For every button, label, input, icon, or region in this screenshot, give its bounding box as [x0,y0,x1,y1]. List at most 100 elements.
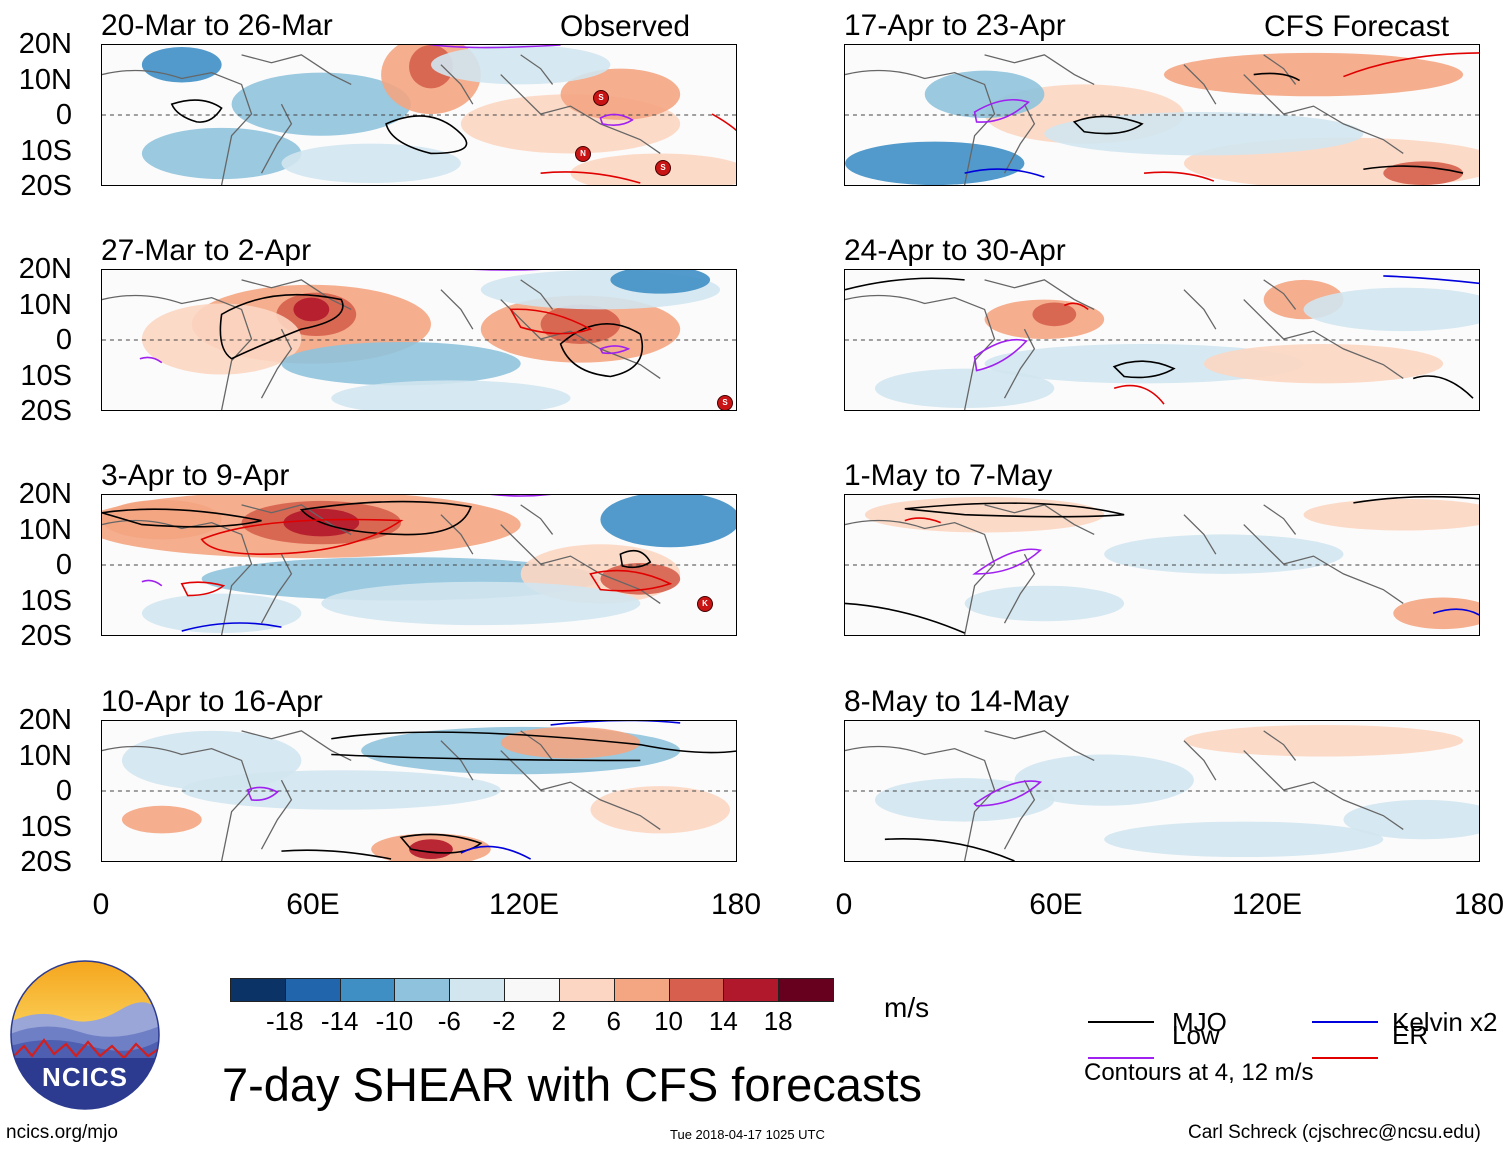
colorbar-swatch [339,978,396,1002]
colorbar-label: 18 [763,1006,793,1036]
shading-blob [141,593,302,634]
lat-label: 20S [20,846,72,878]
coastline [1003,103,1036,174]
map-field-p4 [102,721,736,861]
coastline [102,745,253,861]
tropical-cyclone-icon[interactable]: S [717,395,733,410]
contour-line [170,99,223,123]
shading-blob [331,380,571,410]
coastline [984,54,1095,86]
tropical-cyclone-icon[interactable]: K [697,596,713,612]
lat-label: 0 [55,775,72,807]
column-title-observed: Observed [560,10,691,43]
lon-label-0-left: 0 [92,888,110,921]
shading-blob [610,270,711,294]
coastline [1003,553,1036,624]
contour-line [200,518,404,555]
lat-label: 10N [18,739,72,772]
map-field-p2 [102,270,736,410]
contour-line [1113,384,1165,405]
shading-blob [1014,754,1194,806]
footer-timestamp: Tue 2018-04-17 1025 UTC [670,1127,825,1142]
colorbar-label: -6 [437,1006,461,1036]
contour-line [599,113,634,126]
contour-line [973,99,1030,123]
tropical-cyclone-icon[interactable]: S [655,160,671,176]
lat-label: 20N [18,253,72,285]
tropical-cyclone-icon[interactable]: S [593,90,609,106]
contour-line [972,548,1043,575]
shading-blob [121,805,202,834]
shading-blob [874,778,1055,822]
contour-line [904,502,1125,518]
map-panel-p6 [844,269,1480,411]
column-title-cfs-forecast: CFS Forecast [1264,10,1450,43]
lon-label-0-right: 0 [835,888,853,921]
lat-label: 10S [20,359,72,392]
coastline [1183,740,1217,781]
contour-line [331,753,641,762]
footer-credit: Carl Schreck (cjschrec@ncsu.edu) [1188,1122,1481,1143]
ncics-logo-graphic [10,960,160,1110]
logo-text: NCICS [42,1062,128,1092]
tropical-cyclone-icon[interactable]: N [575,146,591,162]
lat-label: 10S [20,810,72,843]
contour-line [1363,165,1464,174]
lat-label: 10N [18,513,72,546]
map-field-p8 [845,724,1479,861]
contour-line [964,168,1045,178]
shading-blob [430,45,611,85]
coastline [102,69,253,185]
contour-line [219,293,344,360]
coastline [260,328,293,399]
colorbar-swatch [394,978,451,1002]
shading-blob [141,46,222,83]
coastline [1183,289,1217,330]
coastline [520,504,554,535]
lon-label-180-left: 180 [710,888,762,921]
coastline [440,514,474,555]
coastline [1003,328,1036,399]
coastline [845,519,996,635]
coastline [440,289,474,330]
coastline [984,504,1095,536]
shading-blob [570,153,736,185]
map-field-p7 [845,495,1479,635]
lon-label-120e-right: 120E [1231,888,1303,921]
shading-blob [1393,597,1479,630]
lat-label: 10N [18,288,72,321]
legend-label-low: Low [1172,1020,1220,1050]
map-field-p1 [102,45,736,185]
lat-label: 10N [18,63,72,96]
shading-blob [1303,498,1479,531]
coastline [1243,750,1404,830]
shading-blob [231,72,412,136]
map-panel-p1: S N S [101,44,737,186]
coastline [520,279,554,310]
map-panel-p4 [101,720,737,862]
panel-title-p8: 8-May to 14-May [844,685,1070,718]
coastline [440,740,474,781]
coastline [845,745,996,861]
panel-title-p2: 27-Mar to 2-Apr [101,234,312,267]
map-field-p3 [102,495,736,635]
shading-blob [141,127,302,180]
panel-title-p7: 1-May to 7-May [844,459,1053,492]
lat-label: 20N [18,704,72,736]
coastline [500,299,661,379]
coastline [500,74,661,154]
contour-line [181,622,282,632]
ncics-logo[interactable]: NCICS [10,960,160,1110]
shading-blob [293,297,330,322]
map-panel-p2: S [101,269,737,411]
footer-url[interactable]: ncics.org/mjo [6,1122,118,1143]
colorbar-label: -14 [320,1006,359,1036]
legend-line-mjo [1088,1021,1154,1023]
contour-line [845,277,965,291]
contour-line [550,721,681,726]
contour-line [845,602,965,634]
shading-blob [924,70,1045,118]
main-title: 7-day SHEAR with CFS forecasts [222,1058,922,1111]
shading-blob [1032,302,1077,327]
coastline [440,64,474,105]
